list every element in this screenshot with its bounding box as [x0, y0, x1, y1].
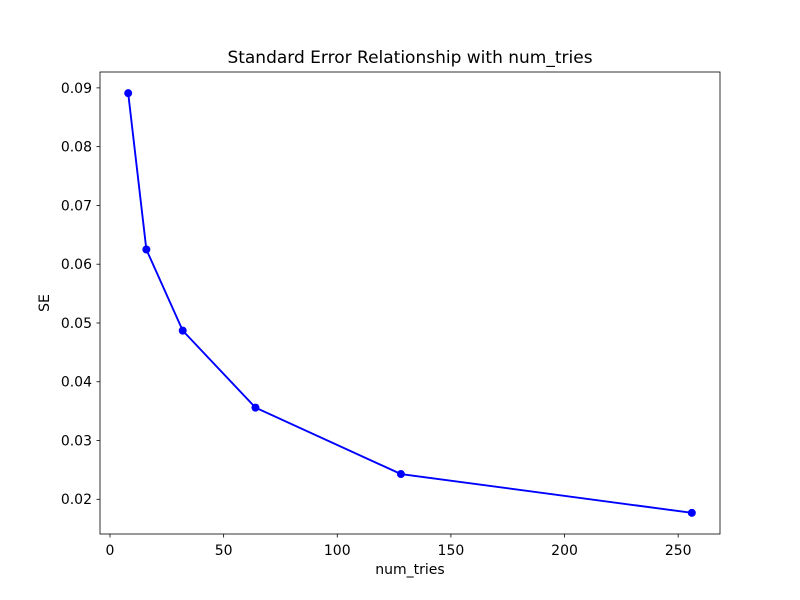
y-tick-label: 0.03	[61, 433, 92, 449]
data-point-marker	[396, 470, 405, 479]
y-tick-label: 0.04	[61, 375, 92, 391]
data-point-marker	[124, 89, 133, 98]
plot-area	[99, 71, 721, 535]
series-line	[127, 93, 692, 514]
x-tick-label: 50	[215, 543, 233, 559]
y-tick-label: 0.09	[61, 81, 92, 97]
x-tick-label: 250	[665, 543, 692, 559]
y-tick-label: 0.08	[61, 140, 92, 156]
y-axis-label: SE	[37, 294, 53, 312]
x-tick-label: 0	[106, 543, 115, 559]
y-tick-label: 0.06	[61, 257, 92, 273]
y-tick-label: 0.02	[61, 492, 92, 508]
data-point-marker	[178, 326, 187, 335]
chart-title: Standard Error Relationship with num_tri…	[227, 48, 592, 68]
x-tick-label: 150	[438, 543, 465, 559]
y-tick-label: 0.07	[61, 198, 92, 214]
data-point-marker	[142, 245, 151, 254]
data-point-marker	[251, 403, 260, 412]
x-axis-label: num_tries	[375, 562, 444, 578]
y-axis-ticks: 0.02 0.03 0.04 0.05 0.06 0.07 0.08 0.09	[61, 81, 100, 508]
data-point-marker	[687, 508, 696, 517]
x-axis-ticks: 0 50 100 150 200 250	[106, 534, 692, 559]
y-tick-label: 0.05	[61, 316, 92, 332]
series-group	[124, 89, 696, 517]
x-tick-label: 200	[551, 543, 578, 559]
x-tick-label: 100	[324, 543, 351, 559]
